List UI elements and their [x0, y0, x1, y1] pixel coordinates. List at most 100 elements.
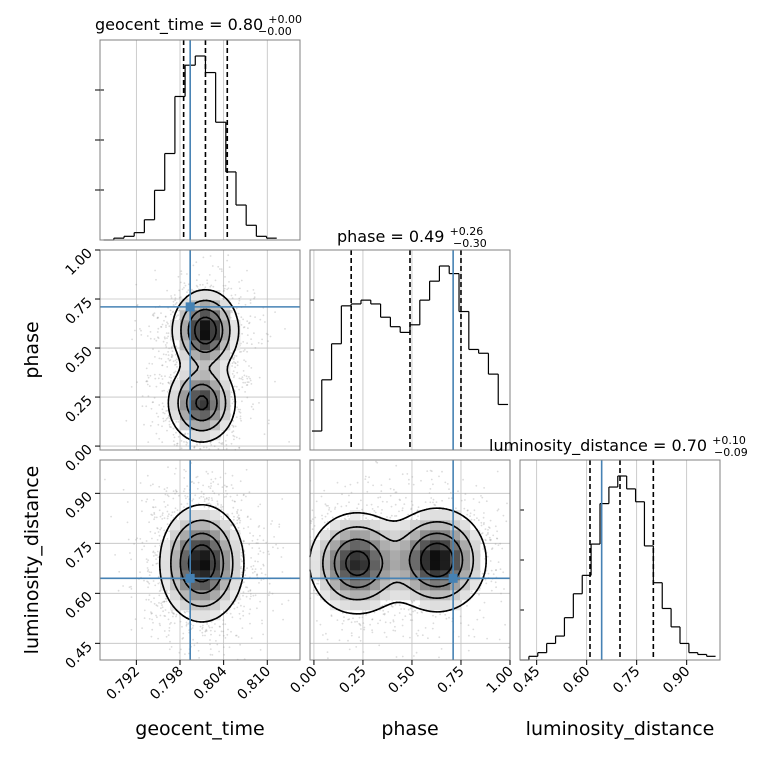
density-cell — [200, 330, 210, 340]
scatter-point — [238, 514, 240, 516]
scatter-point — [163, 390, 165, 392]
scatter-point — [211, 471, 213, 473]
scatter-point — [409, 637, 411, 639]
scatter-point — [221, 268, 223, 270]
scatter-point — [199, 443, 201, 445]
scatter-point — [239, 613, 241, 615]
density-cell — [210, 510, 220, 520]
scatter-point — [154, 552, 156, 554]
scatter-point — [184, 612, 186, 614]
scatter-point — [272, 593, 274, 595]
contour-segment — [213, 427, 214, 428]
density-cell — [200, 610, 210, 620]
scatter-point — [204, 286, 206, 288]
scatter-point — [411, 476, 413, 478]
scatter-point — [175, 421, 177, 423]
scatter-point — [238, 636, 240, 638]
scatter-point — [187, 503, 189, 505]
scatter-point — [258, 525, 260, 527]
scatter-point — [237, 364, 239, 366]
scatter-point — [399, 612, 401, 614]
scatter-point — [168, 630, 170, 632]
density-cell — [190, 350, 200, 360]
scatter-point — [192, 639, 194, 641]
density-cell — [230, 560, 240, 570]
scatter-point — [175, 346, 177, 348]
scatter-point — [157, 638, 159, 640]
scatter-point — [200, 496, 202, 498]
scatter-point — [151, 629, 153, 631]
density-cell — [200, 510, 210, 520]
scatter-point — [209, 286, 211, 288]
scatter-point — [232, 403, 234, 405]
scatter-point — [495, 543, 497, 545]
scatter-point — [236, 437, 238, 439]
scatter-point — [225, 473, 227, 475]
scatter-point — [504, 624, 506, 626]
scatter-point — [243, 591, 245, 593]
scatter-point — [196, 642, 198, 644]
scatter-point — [250, 367, 252, 369]
scatter-point — [181, 447, 183, 449]
scatter-point — [210, 485, 212, 487]
scatter-point — [168, 612, 170, 614]
scatter-point — [220, 443, 222, 445]
scatter-point — [232, 362, 234, 364]
scatter-point — [278, 524, 280, 526]
scatter-point — [328, 509, 330, 511]
scatter-point — [169, 424, 171, 426]
scatter-point — [150, 531, 152, 533]
scatter-point — [209, 627, 211, 629]
scatter-point — [166, 636, 168, 638]
scatter-point — [232, 297, 234, 299]
scatter-point — [167, 515, 169, 517]
contour-segment — [200, 310, 202, 311]
scatter-point — [149, 618, 151, 620]
scatter-point — [231, 311, 233, 313]
scatter-point — [144, 610, 146, 612]
scatter-point — [478, 519, 480, 521]
scatter-point — [184, 434, 186, 436]
scatter-point — [163, 320, 165, 322]
scatter-point — [169, 426, 171, 428]
scatter-point — [241, 324, 243, 326]
scatter-point — [152, 348, 154, 350]
scatter-point — [364, 478, 366, 480]
scatter-point — [432, 628, 434, 630]
scatter-point — [131, 386, 133, 388]
scatter-point — [229, 646, 231, 648]
scatter-point — [210, 654, 212, 656]
scatter-point — [235, 294, 237, 296]
scatter-point — [150, 611, 152, 613]
scatter-point — [161, 518, 163, 520]
scatter-point — [197, 476, 199, 478]
scatter-point — [148, 377, 150, 379]
scatter-point — [157, 416, 159, 418]
scatter-point — [251, 343, 253, 345]
scatter-point — [386, 636, 388, 638]
scatter-point — [193, 265, 195, 267]
scatter-point — [159, 623, 161, 625]
scatter-point — [186, 291, 188, 293]
scatter-point — [236, 308, 238, 310]
scatter-point — [161, 390, 163, 392]
scatter-point — [179, 297, 181, 299]
scatter-point — [203, 493, 205, 495]
density-cell — [200, 550, 210, 560]
scatter-point — [160, 607, 162, 609]
scatter-point — [330, 511, 332, 513]
scatter-point — [479, 609, 481, 611]
scatter-point — [175, 616, 177, 618]
scatter-point — [185, 471, 187, 473]
scatter-point — [262, 634, 264, 636]
scatter-point — [150, 485, 152, 487]
scatter-point — [261, 623, 263, 625]
density-cell — [190, 390, 200, 400]
scatter-point — [151, 408, 153, 410]
scatter-point — [175, 371, 177, 373]
scatter-point — [170, 377, 172, 379]
scatter-point — [141, 549, 143, 551]
scatter-point — [175, 317, 177, 319]
scatter-point — [173, 440, 175, 442]
scatter-point — [187, 289, 189, 291]
